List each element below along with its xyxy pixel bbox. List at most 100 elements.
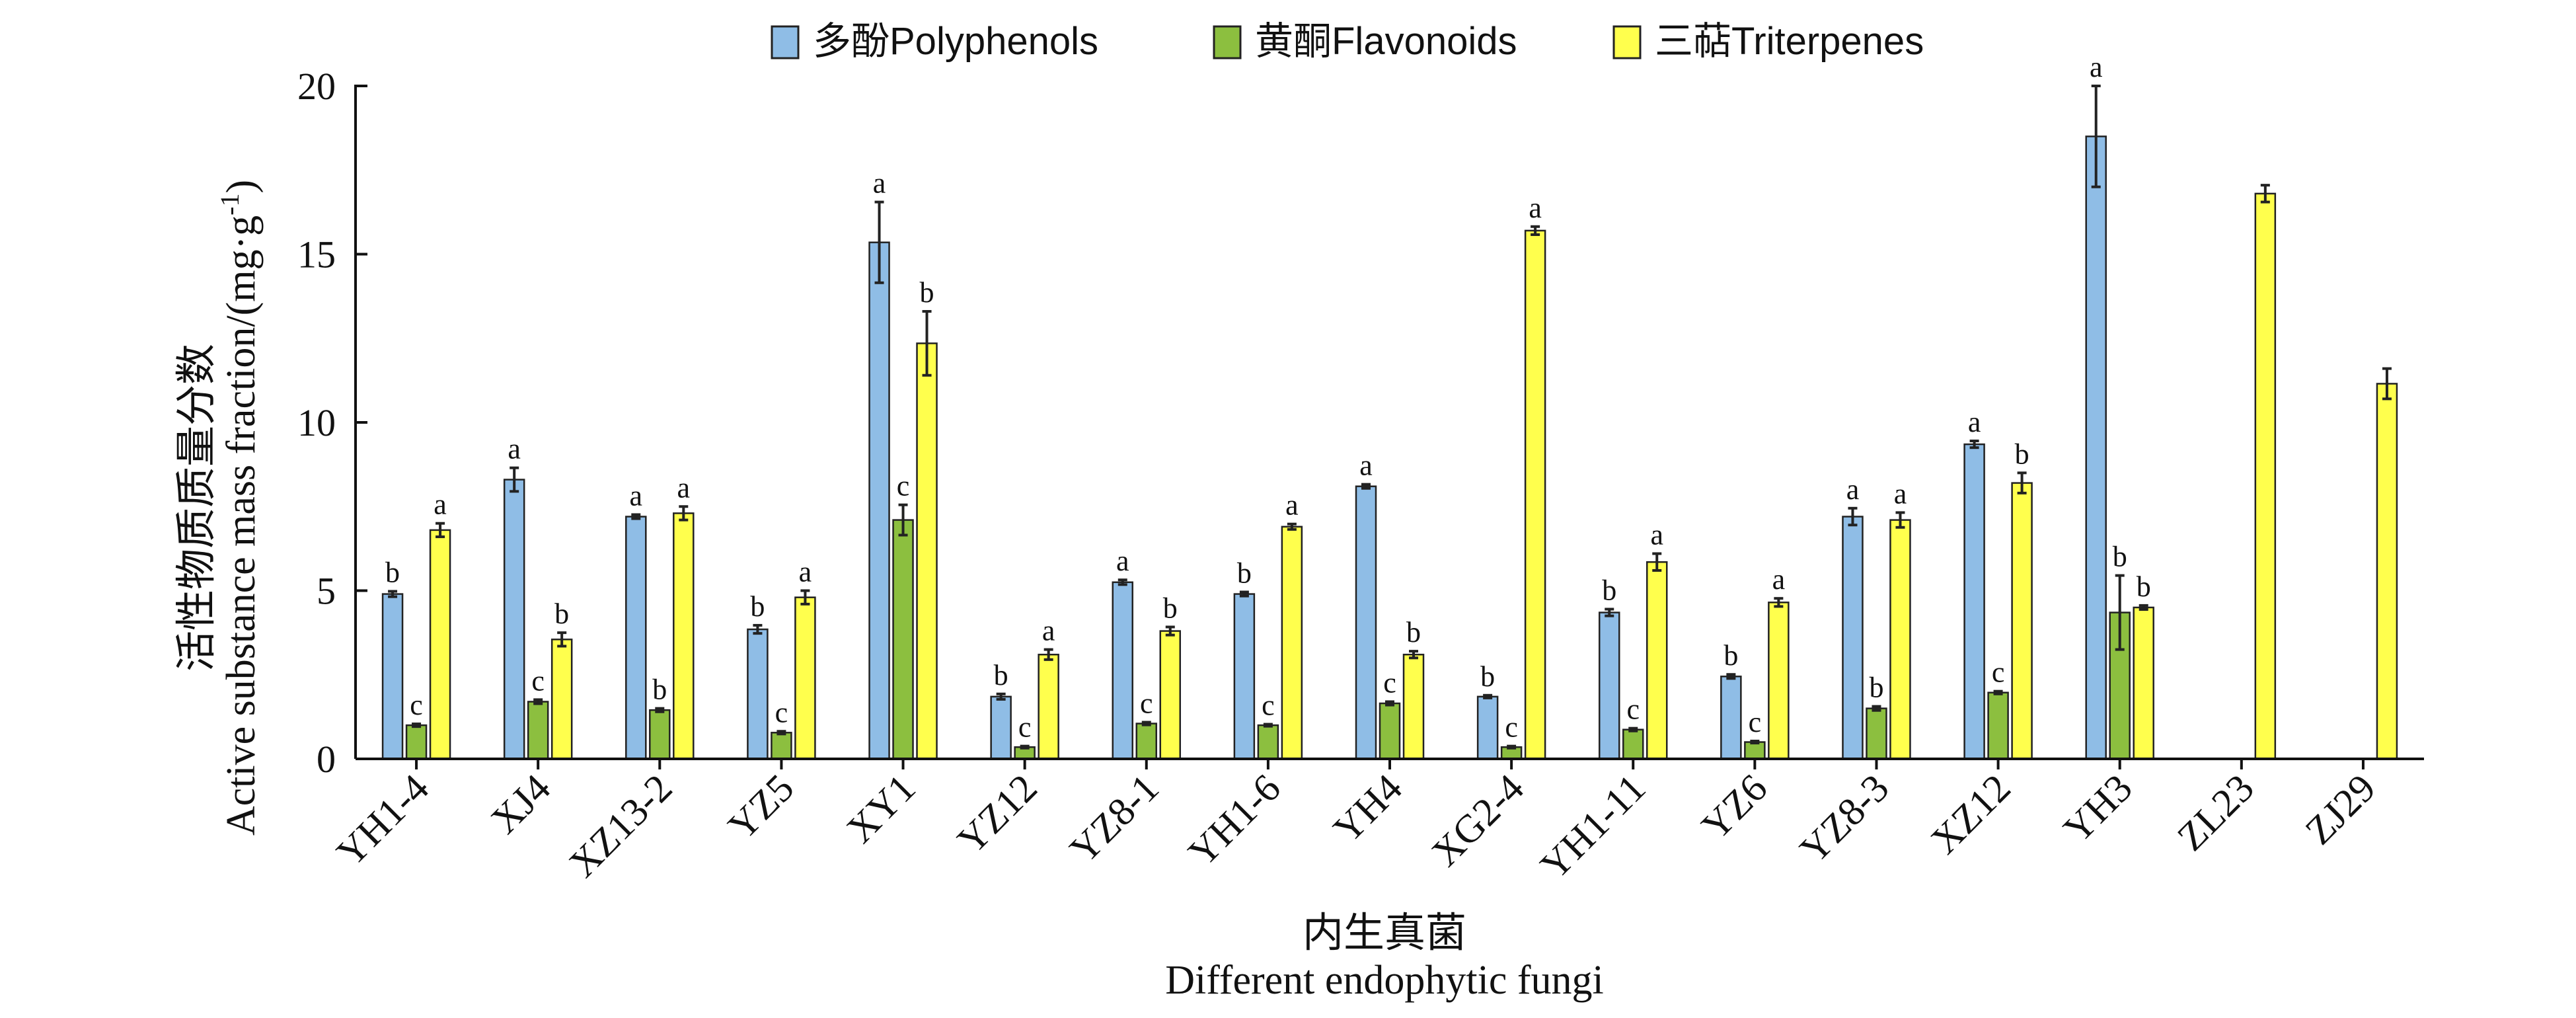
y-tick-label: 5 bbox=[317, 570, 336, 613]
bar bbox=[1842, 516, 1864, 760]
bar bbox=[1646, 561, 1668, 760]
x-tick-label: XZ12 bbox=[1922, 766, 2019, 863]
bar bbox=[771, 732, 792, 760]
significance-label: b bbox=[750, 590, 765, 623]
y-axis-title-main: Active substance mass fraction/(mg·g bbox=[219, 215, 264, 836]
bar bbox=[1281, 526, 1303, 760]
x-tick-label: YZ8-3 bbox=[1792, 766, 1897, 872]
x-tick-label: YH4 bbox=[1325, 766, 1410, 851]
bar bbox=[2085, 136, 2107, 760]
bar bbox=[1379, 702, 1401, 760]
bar bbox=[429, 529, 451, 760]
significance-label: b bbox=[1869, 672, 1883, 704]
significance-label: b bbox=[994, 659, 1008, 691]
bar bbox=[550, 639, 573, 760]
bar bbox=[1233, 593, 1256, 760]
significance-label: a bbox=[677, 471, 691, 504]
bar bbox=[1622, 728, 1644, 760]
bar bbox=[503, 479, 525, 760]
bar bbox=[990, 695, 1012, 760]
bar bbox=[2011, 482, 2033, 760]
significance-label: a bbox=[1529, 192, 1542, 224]
legend-label: 多酚Polyphenols bbox=[813, 20, 1098, 63]
significance-label: b bbox=[652, 674, 667, 706]
significance-label: b bbox=[1237, 557, 1252, 590]
y-axis-title-english: Active substance mass fraction/(mg·g-1) bbox=[215, 180, 264, 836]
x-axis-title-chinese: 内生真菌 bbox=[1303, 911, 1466, 956]
significance-label: a bbox=[1285, 489, 1299, 522]
bar bbox=[1598, 611, 1620, 760]
x-tick-label: XJ4 bbox=[482, 766, 558, 842]
bar bbox=[2133, 606, 2154, 760]
x-axis-title-english: Different endophytic fungi bbox=[1165, 958, 1603, 1003]
bar bbox=[2376, 383, 2398, 760]
x-tick-label: YH1-6 bbox=[1180, 766, 1289, 875]
significance-label: c bbox=[1626, 693, 1640, 726]
x-tick-label: XG2-4 bbox=[1423, 766, 1533, 875]
bar bbox=[1768, 602, 1790, 760]
x-tick-label: XY1 bbox=[839, 766, 924, 851]
significance-label: b bbox=[2137, 570, 2151, 603]
significance-label: b bbox=[2113, 541, 2127, 573]
significance-label: a bbox=[434, 489, 447, 521]
y-axis: 0 5 10 15 20 bbox=[297, 65, 367, 781]
bar bbox=[868, 241, 890, 760]
significance-label: a bbox=[1772, 563, 1786, 596]
significance-label: a bbox=[1042, 615, 1055, 647]
significance-label: b bbox=[1406, 616, 1421, 648]
significance-label: c bbox=[1018, 711, 1032, 744]
significance-label: c bbox=[897, 470, 910, 502]
bar bbox=[1889, 519, 1911, 760]
legend-swatch bbox=[771, 25, 800, 59]
legend-label: 黄酮Flavonoids bbox=[1255, 20, 1517, 63]
bar bbox=[916, 342, 938, 760]
bar bbox=[1355, 485, 1377, 760]
bar bbox=[794, 596, 816, 760]
bar bbox=[892, 519, 914, 760]
bar bbox=[1135, 723, 1158, 760]
x-tick-label: YH1-11 bbox=[1532, 766, 1653, 888]
bar bbox=[1402, 653, 1425, 760]
bars-layer: bcaacbababcaacbbcaacbbcaacbbcabcabcaabaa… bbox=[381, 51, 2398, 760]
legend-swatch bbox=[1612, 25, 1642, 59]
y-axis-title-superscript: -1 bbox=[215, 194, 245, 215]
significance-label: c bbox=[1749, 706, 1762, 738]
significance-label: c bbox=[1140, 687, 1153, 720]
significance-label: a bbox=[1968, 406, 1981, 438]
significance-label: b bbox=[1480, 660, 1495, 693]
legend-label: 三萜Triterpenes bbox=[1655, 20, 1924, 63]
y-axis-title-close: ) bbox=[219, 180, 264, 194]
x-tick-label: YZ12 bbox=[949, 766, 1045, 863]
y-axis-title-chinese: 活性物质质量分数 bbox=[174, 344, 219, 672]
y-tick-label: 0 bbox=[317, 738, 336, 781]
bar bbox=[405, 724, 428, 760]
significance-label: b bbox=[1163, 592, 1178, 624]
bar bbox=[1257, 724, 1279, 760]
significance-label: a bbox=[630, 479, 643, 512]
significance-label: a bbox=[1116, 545, 1129, 577]
significance-label: c bbox=[1383, 666, 1396, 699]
bar bbox=[747, 628, 769, 760]
significance-label: b bbox=[554, 598, 569, 630]
significance-label: c bbox=[531, 664, 545, 697]
significance-label: b bbox=[1724, 639, 1738, 672]
bar bbox=[527, 701, 549, 760]
significance-label: b bbox=[1602, 574, 1616, 606]
bar bbox=[2254, 192, 2277, 760]
y-tick-label: 10 bbox=[297, 401, 336, 444]
significance-label: a bbox=[1846, 473, 1860, 506]
significance-label: c bbox=[1262, 689, 1275, 722]
significance-label: a bbox=[2090, 51, 2103, 83]
x-tick-label: ZL23 bbox=[2169, 766, 2262, 859]
significance-label: c bbox=[775, 696, 788, 728]
x-tick-label: XZ13-2 bbox=[560, 766, 680, 886]
bar bbox=[1038, 653, 1059, 760]
significance-label: a bbox=[508, 433, 521, 465]
bar bbox=[1987, 691, 2009, 760]
x-tick-label: YH3 bbox=[2055, 766, 2140, 851]
significance-label: c bbox=[410, 689, 423, 721]
significance-label: b bbox=[920, 276, 934, 309]
bar bbox=[625, 516, 647, 760]
bar bbox=[1524, 229, 1546, 760]
x-tick-label: YZ5 bbox=[720, 766, 802, 848]
